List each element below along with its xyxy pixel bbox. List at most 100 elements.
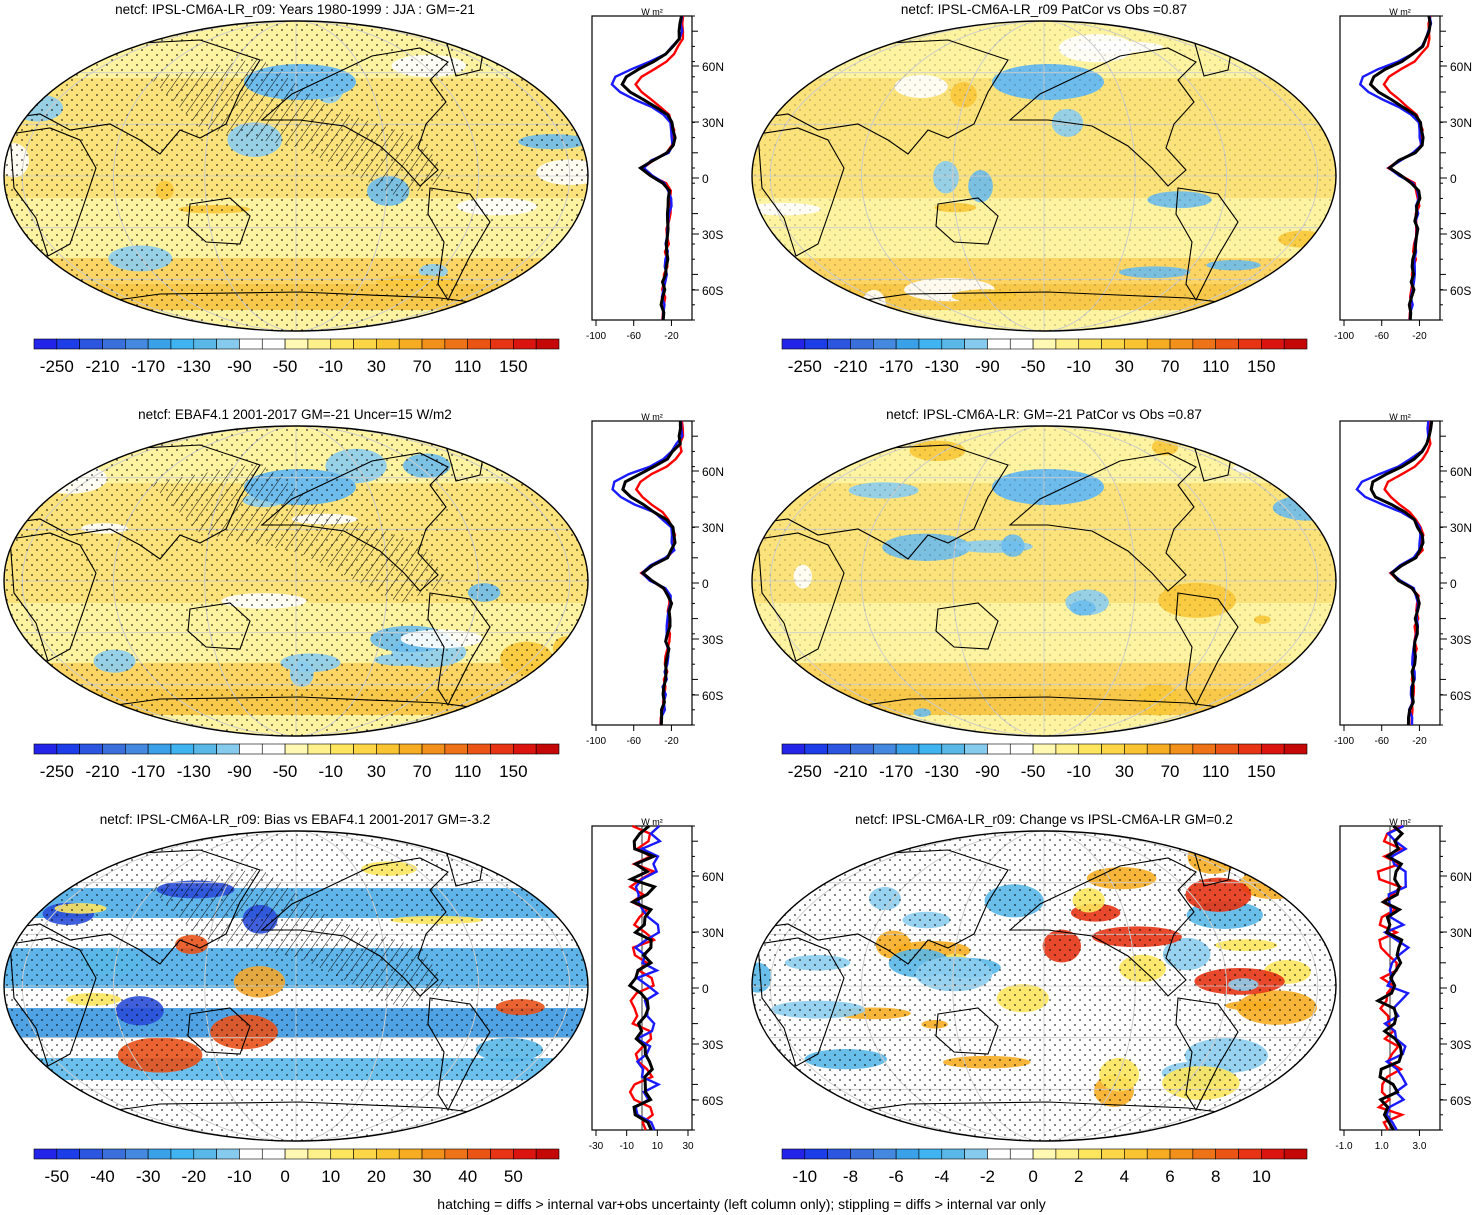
lat-tick-label: 60S (1450, 284, 1471, 298)
colorbar-swatch (873, 338, 897, 350)
colorbar-swatch (987, 338, 1011, 350)
colorbar-swatch (147, 743, 172, 755)
colorbar-swatch (1032, 743, 1057, 755)
colorbar-swatch (941, 338, 965, 350)
lat-tick-label: 30S (702, 228, 723, 242)
colorbar-swatch (330, 338, 354, 350)
panel-model-climatology: netcf: IPSL-CM6A-LR_r09: Years 1980-1999… (0, 0, 741, 400)
colorbar-swatch (987, 1148, 1011, 1160)
colorbar-swatch (1124, 1148, 1148, 1160)
colorbar-swatch (827, 743, 851, 755)
colorbar-swatch (421, 1148, 446, 1160)
profile-x-tick-label: -20 (664, 736, 679, 747)
colorbar: -250 -210 -170 -130 -90 -50 -10 30 70 110 150 (781, 338, 1308, 376)
colorbar-label: 6 (1165, 1167, 1174, 1186)
colorbar-swatch (193, 743, 217, 755)
profile-unit: W m² (1389, 817, 1411, 827)
colorbar-swatch (873, 1148, 897, 1160)
colorbar-swatch (918, 338, 943, 350)
colorbar-label: -10 (1066, 762, 1091, 781)
colorbar-swatch (941, 1148, 965, 1160)
colorbar-label: -170 (131, 357, 165, 376)
colorbar-swatch (535, 1148, 560, 1160)
colorbar-label: -90 (227, 357, 252, 376)
colorbar-label: 110 (454, 762, 481, 781)
profile-x-tick-label: -20 (1412, 736, 1427, 747)
colorbar-label: 30 (1115, 357, 1134, 376)
panel-title: netcf: IPSL-CM6A-LR: GM=-21 PatCor vs Ob… (886, 407, 1202, 422)
zonal-mean-profile: W m² 60N 30N 0 30S 60S -1.0 1.0 3.0 (1335, 817, 1472, 1152)
colorbar-swatch (376, 338, 400, 350)
colorbar-swatch (125, 743, 149, 755)
colorbar-label: 70 (1161, 762, 1180, 781)
colorbar-swatch (964, 1148, 988, 1160)
colorbar-swatch (79, 743, 103, 755)
colorbar-swatch (535, 338, 560, 350)
colorbar-swatch (330, 1148, 354, 1160)
colorbar-label: 70 (413, 762, 432, 781)
profile-x-tick-label: -1.0 (1335, 1141, 1353, 1152)
ensemble-profile-line (1368, 15, 1432, 321)
colorbar-swatch (467, 743, 491, 755)
colorbar-swatch (1032, 338, 1057, 350)
colorbar-swatch (398, 338, 423, 350)
colorbar-swatch (1124, 743, 1148, 755)
lat-tick-label: 0 (702, 577, 709, 591)
colorbar-label: -170 (879, 357, 913, 376)
colorbar-swatch (1124, 338, 1148, 350)
profile-x-tick-label: -10 (619, 1141, 634, 1152)
colorbar-swatch (1238, 1148, 1262, 1160)
colorbar-label: 150 (1247, 762, 1275, 781)
colorbar-swatch (102, 1148, 126, 1160)
colorbar-label: -170 (131, 762, 165, 781)
colorbar-swatch (490, 1148, 514, 1160)
colorbar-swatch (1169, 338, 1194, 350)
colorbar-swatch (467, 1148, 491, 1160)
colorbar-swatch (170, 338, 195, 350)
colorbar-swatch (56, 338, 80, 350)
lat-tick-label: 60N (1450, 465, 1472, 479)
colorbar-swatch (33, 1148, 58, 1160)
lat-tick-label: 60S (702, 284, 723, 298)
colorbar-swatch (444, 743, 468, 755)
colorbar-label: -210 (85, 762, 119, 781)
colorbar-label: 30 (367, 762, 386, 781)
colorbar-swatch (490, 338, 514, 350)
colorbar-swatch (513, 1148, 537, 1160)
colorbar-label: -210 (833, 762, 867, 781)
colorbar-swatch (1009, 743, 1034, 755)
colorbar-swatch (56, 1148, 80, 1160)
profile-x-tick-label: -100 (586, 331, 606, 342)
colorbar-swatch (804, 338, 828, 350)
colorbar-label: -10 (318, 762, 343, 781)
profile-x-tick-label: -100 (1334, 331, 1354, 342)
lat-tick-label: 0 (1450, 577, 1457, 591)
lat-tick-label: 30S (702, 1038, 723, 1052)
colorbar-swatch (918, 1148, 943, 1160)
colorbar-label: -250 (788, 762, 822, 781)
colorbar-swatch (239, 743, 263, 755)
profile-unit: W m² (641, 817, 663, 827)
lat-tick-label: 30N (1450, 926, 1472, 940)
colorbar-label: -250 (788, 357, 822, 376)
colorbar-label: 10 (321, 1167, 340, 1186)
colorbar-swatch (216, 743, 240, 755)
lat-tick-label: 0 (702, 172, 709, 186)
colorbar-swatch (1261, 1148, 1285, 1160)
colorbar-label: -130 (177, 762, 211, 781)
profile-x-tick-label: -60 (1374, 331, 1389, 342)
lat-tick-label: 0 (1450, 982, 1457, 996)
colorbar-label: 30 (413, 1167, 432, 1186)
colorbar-swatch (33, 743, 58, 755)
colorbar-swatch (1215, 1148, 1239, 1160)
colorbar-swatch (125, 1148, 149, 1160)
panel-title: netcf: IPSL-CM6A-LR_r09: Change vs IPSL-… (855, 812, 1233, 827)
colorbar-swatch (987, 743, 1011, 755)
footnote: hatching = diffs > internal var+obs unce… (437, 1196, 1046, 1212)
colorbar-label: 30 (1115, 762, 1134, 781)
colorbar-swatch (353, 1148, 377, 1160)
colorbar-label: -4 (934, 1167, 949, 1186)
colorbar-label: -50 (273, 762, 298, 781)
ensemble-profile-line (627, 824, 658, 1131)
colorbar-swatch (376, 1148, 400, 1160)
